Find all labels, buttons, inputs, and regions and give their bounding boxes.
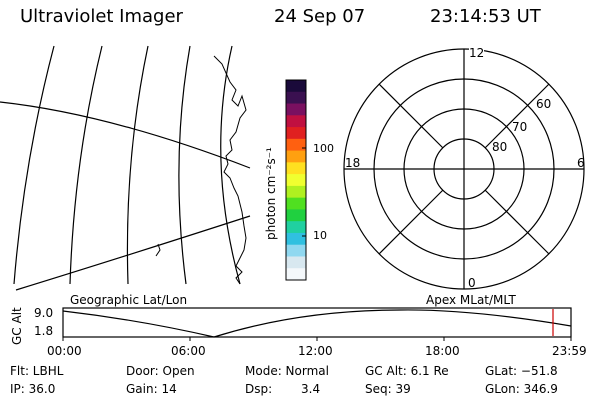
glon-info: GLon: 346.9 xyxy=(485,382,558,396)
polar-diagonal xyxy=(378,83,444,149)
colorbar-segment xyxy=(286,256,306,269)
door-info: Door: Open xyxy=(126,364,195,378)
polar-diagonal xyxy=(378,189,444,255)
meridian-line xyxy=(126,45,149,285)
colorbar-segment xyxy=(286,244,306,257)
colorbar-segment xyxy=(286,103,306,116)
colorbar-tick-10: 10 xyxy=(313,229,327,242)
meridian-line xyxy=(178,45,191,285)
timeline-y-max: 9.0 xyxy=(34,306,54,320)
colorbar-segment xyxy=(286,162,306,175)
colorbar xyxy=(285,79,307,281)
polar-ring-label-70: 70 xyxy=(512,120,528,134)
polar-ring-label-60: 60 xyxy=(536,97,552,111)
colorbar-segment xyxy=(286,150,306,163)
timeline-left-title: Geographic Lat/Lon xyxy=(70,293,188,307)
meridian-line xyxy=(69,45,103,285)
image-date: 24 Sep 07 xyxy=(274,6,366,27)
colorbar-frame xyxy=(285,79,307,281)
gain-info: Gain: 14 xyxy=(126,382,177,396)
dsp-info-value: 3.4 xyxy=(301,382,321,396)
colorbar-unit-label: photon cm⁻²s⁻¹ xyxy=(264,147,278,240)
colorbar-segment xyxy=(286,91,306,105)
polar-diagonal xyxy=(484,189,550,255)
timeline-tick-4: 23:59 xyxy=(552,344,587,358)
timeline-tick-0: 00:00 xyxy=(47,344,82,358)
colorbar-segment xyxy=(286,138,306,152)
mode-info: Mode: Normal xyxy=(245,364,329,378)
timeline-y-axis-label: GC Alt xyxy=(10,307,24,345)
colorbar-segment xyxy=(286,232,306,246)
polar-ring-label-80: 80 xyxy=(492,140,508,154)
timeline-tick-3: 18:00 xyxy=(425,344,460,358)
colorbar-segment xyxy=(286,221,306,234)
glat-info: GLat: −51.8 xyxy=(485,364,558,378)
latitude-line xyxy=(15,215,251,291)
geographic-map xyxy=(0,45,251,291)
island xyxy=(155,243,161,257)
colorbar-segment xyxy=(286,185,306,199)
colorbar-segment xyxy=(286,115,306,128)
meridian-line xyxy=(13,45,55,285)
colorbar-segment xyxy=(286,197,306,210)
colorbar-segment xyxy=(286,174,306,187)
dsp-info-label: Dsp: xyxy=(245,382,273,396)
altitude-curve xyxy=(62,309,572,338)
colorbar-tick-100: 100 xyxy=(313,142,334,155)
timeline-tick-1: 06:00 xyxy=(171,344,206,358)
polar-diagonal xyxy=(484,83,550,149)
polar-label-0: 0 xyxy=(468,276,476,290)
seq-info: Seq: 39 xyxy=(365,382,411,396)
polar-label-18: 18 xyxy=(345,156,361,170)
timeline-plot xyxy=(62,307,572,341)
timeline-tick-2: 12:00 xyxy=(298,344,333,358)
filter-info: Flt: LBHL xyxy=(10,364,64,378)
colorbar-segment xyxy=(286,209,306,222)
timeline-y-min: 1.8 xyxy=(34,324,54,338)
timeline-right-title: Apex MLat/MLT xyxy=(426,293,516,307)
colorbar-segment xyxy=(286,80,306,93)
image-time: 23:14:53 UT xyxy=(430,6,541,27)
polar-plot xyxy=(343,48,585,290)
coastline xyxy=(213,55,247,285)
instrument-title: Ultraviolet Imager xyxy=(20,6,183,27)
polar-label-12: 12 xyxy=(469,46,485,60)
colorbar-segment xyxy=(286,127,306,140)
gc-alt-info: GC Alt: 6.1 Re xyxy=(365,364,449,378)
latitude-line xyxy=(0,101,251,169)
colorbar-segment xyxy=(286,268,306,281)
polar-label-6: 6 xyxy=(577,156,585,170)
ip-info: IP: 36.0 xyxy=(10,382,56,396)
